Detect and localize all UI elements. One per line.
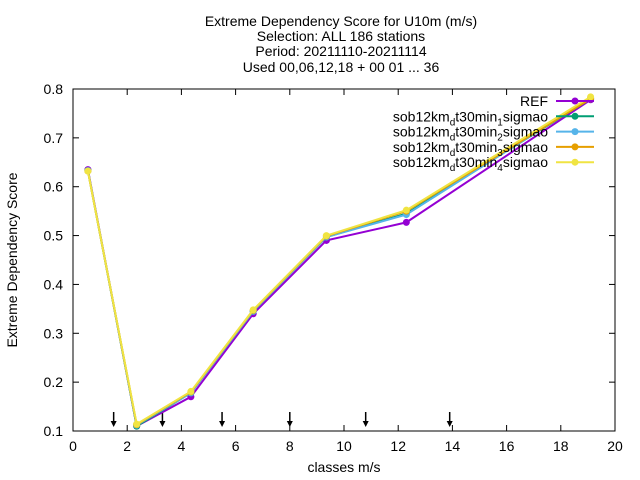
x-tick-label: 2	[123, 438, 131, 454]
legend-label-part: sob12km	[393, 124, 450, 140]
legend-swatch-marker	[571, 97, 579, 105]
arrow-head	[219, 421, 226, 427]
legend-swatch-marker	[571, 128, 579, 136]
y-tick-label: 0.3	[44, 325, 64, 341]
legend-label-part: sob12km	[393, 154, 450, 170]
y-tick-label: 0.8	[44, 81, 64, 97]
chart-title: Extreme Dependency Score for U10m (m/s) …	[205, 13, 477, 75]
legend-label-subscript: 4	[497, 163, 503, 174]
legend-label-part: sigmao	[503, 139, 548, 155]
arrow-head	[159, 421, 166, 427]
x-tick-label: 8	[286, 438, 294, 454]
legend-label: sob12kmdt30min4sigmao	[393, 154, 548, 174]
class-boundary-arrow	[110, 412, 117, 427]
legend-swatch-marker	[571, 143, 579, 151]
legend-swatch-marker	[571, 158, 579, 166]
series-layer	[84, 93, 595, 430]
x-tick-label: 10	[336, 438, 352, 454]
x-tick-label: 12	[390, 438, 406, 454]
class-boundary-arrow	[446, 412, 453, 427]
title-line-2: Selection: ALL 186 stations	[257, 28, 425, 44]
legend-label-part: t30min	[455, 108, 497, 124]
y-tick-labels: 0.1 0.2 0.3 0.4 0.5 0.6 0.7 0.8	[44, 81, 64, 439]
data-point	[84, 167, 92, 175]
y-tick-label: 0.1	[44, 423, 64, 439]
class-boundary-arrows	[110, 412, 453, 427]
legend-label: REF	[520, 93, 548, 109]
legend-label-part: t30min	[455, 154, 497, 170]
x-tick-label: 14	[445, 438, 461, 454]
y-tick-label: 0.6	[44, 179, 64, 195]
legend-label-subscript: 3	[497, 148, 503, 159]
class-boundary-arrow	[159, 412, 166, 427]
legend-label-part: sob12km	[393, 108, 450, 124]
arrow-head	[286, 421, 293, 427]
class-boundary-arrow	[286, 412, 293, 427]
legend-label-part: sob12km	[393, 139, 450, 155]
legend-label: sob12kmdt30min1sigmao	[393, 108, 548, 128]
y-tick-label: 0.5	[44, 228, 64, 244]
y-axis-label: Extreme Dependency Score	[4, 172, 20, 347]
data-point	[587, 93, 595, 101]
axis-ticks	[72, 88, 616, 432]
title-line-3: Period: 20211110-20211114	[255, 43, 426, 59]
title-line-4: Used 00,06,12,18 + 00 01 ... 36	[243, 59, 440, 75]
data-point	[249, 306, 257, 314]
y-tick-label: 0.2	[44, 374, 64, 390]
arrow-head	[110, 421, 117, 427]
legend-swatch-marker	[571, 112, 579, 120]
legend-label-subscript: d	[450, 163, 456, 174]
class-boundary-arrow	[362, 412, 369, 427]
legend-label-part: sigmao	[503, 108, 548, 124]
y-tick-label: 0.7	[44, 130, 64, 146]
legend-item-3: sob12kmdt30min2sigmao	[393, 124, 594, 144]
x-tick-label: 20	[607, 438, 623, 454]
class-boundary-arrow	[219, 412, 226, 427]
legend-item-5: sob12kmdt30min4sigmao	[393, 154, 594, 174]
x-tick-label: 18	[553, 438, 569, 454]
data-point	[322, 232, 330, 240]
x-tick-label: 16	[499, 438, 515, 454]
data-point	[133, 420, 141, 428]
data-point	[402, 218, 410, 226]
legend-label-subscript: 1	[497, 117, 503, 128]
x-tick-label: 4	[178, 438, 186, 454]
x-tick-labels: 0 2 4 6 8 10 12 14 16 18 20	[69, 438, 623, 454]
y-tick-label: 0.4	[44, 276, 64, 292]
title-line-1: Extreme Dependency Score for U10m (m/s)	[205, 13, 477, 29]
legend-label: sob12kmdt30min3sigmao	[393, 139, 548, 159]
legend-label-part: t30min	[455, 124, 497, 140]
legend-label-subscript: d	[450, 117, 456, 128]
legend-label-part: sigmao	[503, 154, 548, 170]
x-tick-label: 6	[232, 438, 240, 454]
x-tick-label: 0	[69, 438, 77, 454]
arrow-head	[446, 421, 453, 427]
x-axis-label: classes m/s	[307, 459, 380, 475]
legend-label-part: sigmao	[503, 124, 548, 140]
legend-label-subscript: d	[450, 133, 456, 144]
legend-label-subscript: 2	[497, 133, 503, 144]
legend-label-part: t30min	[455, 139, 497, 155]
legend: REFsob12kmdt30min1sigmaosob12kmdt30min2s…	[393, 93, 594, 174]
data-point	[187, 387, 195, 395]
data-point	[402, 206, 410, 214]
legend-label-subscript: d	[450, 148, 456, 159]
arrow-head	[362, 421, 369, 427]
series-5	[84, 93, 595, 428]
legend-label: sob12kmdt30min2sigmao	[393, 124, 548, 144]
legend-item-1: REF	[520, 93, 594, 109]
legend-label-part: REF	[520, 93, 548, 109]
legend-item-4: sob12kmdt30min3sigmao	[393, 139, 594, 159]
legend-item-2: sob12kmdt30min1sigmao	[393, 108, 594, 128]
